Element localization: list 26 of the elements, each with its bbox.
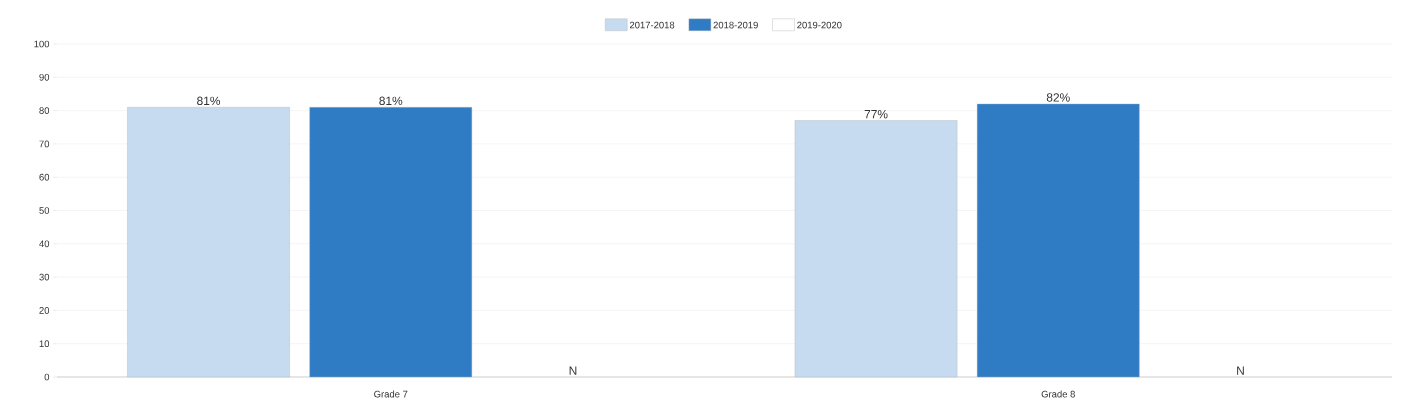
- x-tick-label: Grade 7: [374, 390, 408, 398]
- y-tick-label: 30: [39, 273, 50, 281]
- y-tick-label: 80: [39, 107, 50, 114]
- y-tick-label: 0: [44, 373, 50, 381]
- y-tick-label: 10: [39, 340, 50, 348]
- bar: [127, 107, 290, 378]
- legend-label: 2017-2018: [629, 21, 675, 29]
- x-tick-label: Grade 8: [1041, 390, 1075, 398]
- data-label: 82%: [1046, 93, 1070, 102]
- legend-label: 2018-2019: [713, 21, 758, 29]
- text: N: [1237, 366, 1244, 375]
- y-tick-label: 90: [39, 73, 50, 81]
- y-tick-label: 70: [39, 140, 50, 148]
- data-label: 77%: [864, 110, 888, 119]
- text: N: [569, 366, 577, 375]
- y-tick-label: 100: [34, 40, 50, 48]
- bar: [794, 120, 958, 378]
- bar: [309, 107, 473, 378]
- bar: [976, 103, 1140, 378]
- y-tick-label: 40: [39, 240, 50, 248]
- data-label: 81%: [379, 96, 403, 106]
- data-label: 81%: [197, 96, 221, 106]
- y-tick-label: 60: [39, 173, 50, 181]
- legend-label: 2019-2020: [797, 21, 842, 29]
- y-tick-label: 50: [39, 207, 50, 214]
- y-tick-label: 20: [39, 307, 50, 314]
